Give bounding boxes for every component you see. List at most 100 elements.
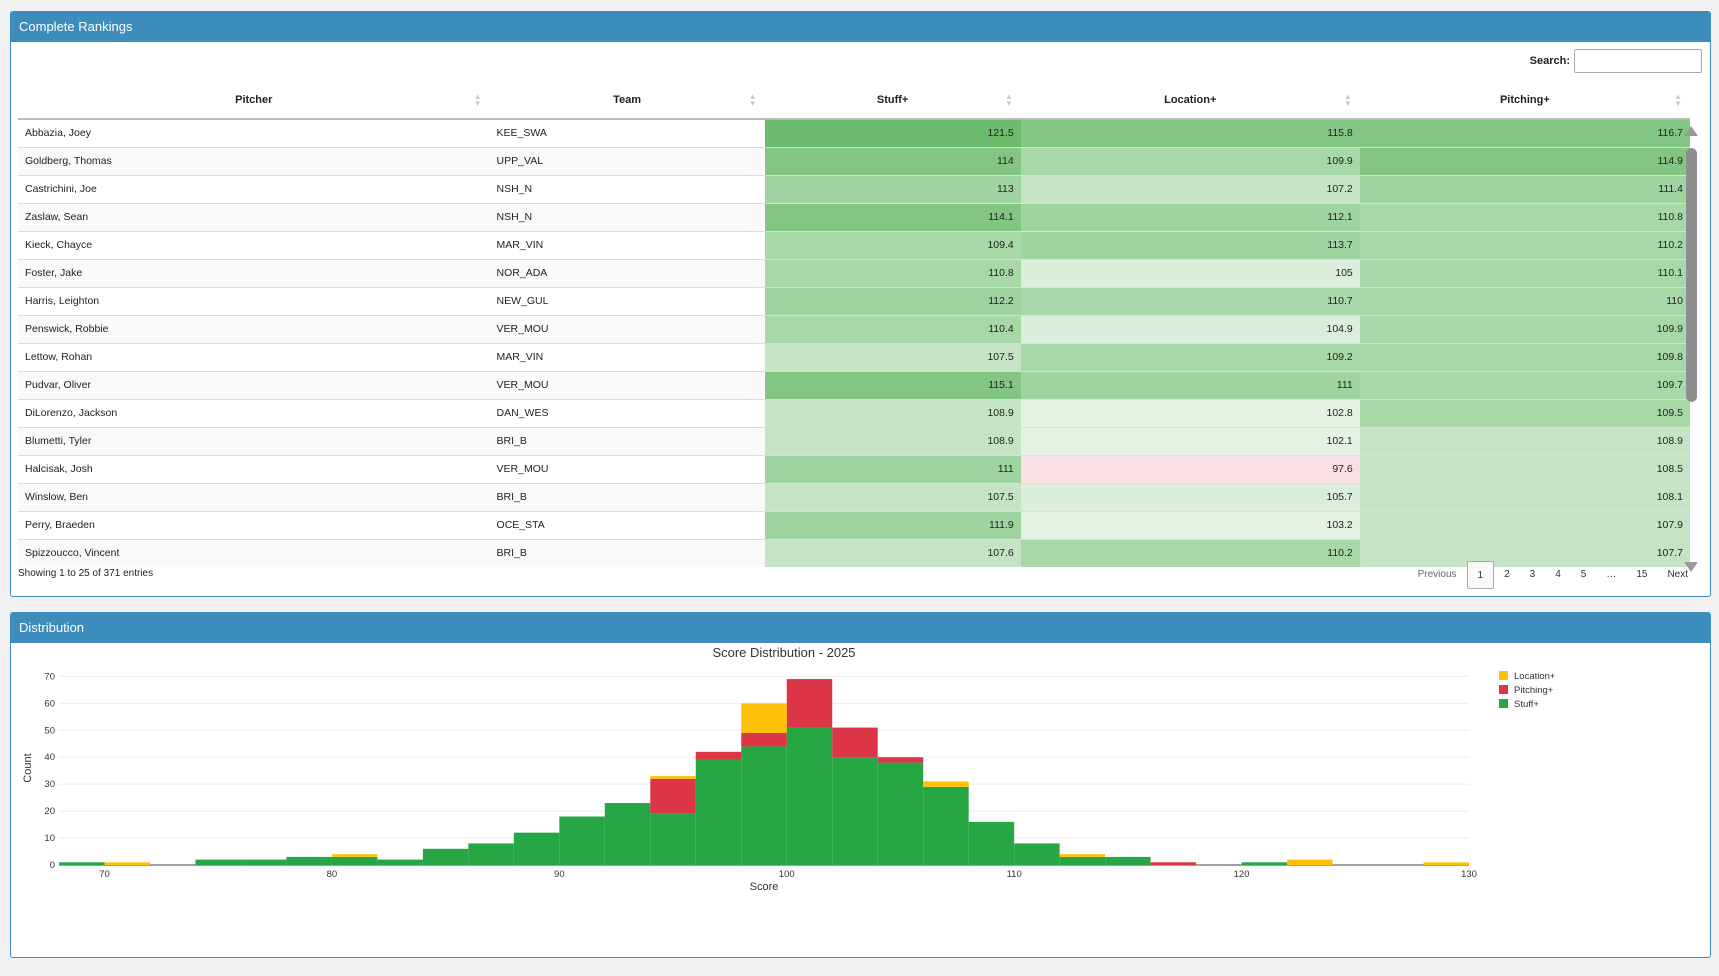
table-info: Showing 1 to 25 of 371 entries	[18, 568, 154, 579]
table-row[interactable]: Penswick, Robbie VER_MOU 110.4 104.9 109.9	[18, 314, 1690, 343]
histogram-bar	[468, 843, 514, 865]
column-header-pitcher[interactable]: Pitcher ▲ ▼	[18, 81, 490, 120]
cell-pitcher: Castrichini, Joe	[18, 174, 490, 203]
histogram-bar	[741, 703, 787, 733]
legend-label: Stuff+	[1514, 699, 1539, 710]
column-header-label: Team	[613, 93, 641, 106]
cell-stuff: 108.9	[764, 398, 1021, 427]
table-row[interactable]: Lettow, Rohan MAR_VIN 107.5 109.2 109.8	[18, 342, 1690, 371]
cell-pitcher: Penswick, Robbie	[18, 314, 490, 343]
cell-team: VER_MOU	[489, 370, 765, 399]
histogram-bar	[923, 781, 969, 787]
table-row[interactable]: Goldberg, Thomas UPP_VAL 114 109.9 114.9	[18, 146, 1690, 175]
cell-pitching: 107.9	[1359, 510, 1690, 539]
table-row[interactable]: Halcisak, Josh VER_MOU 111 97.6 108.5	[18, 454, 1690, 483]
y-tick-label: 70	[44, 671, 55, 682]
cell-team: VER_MOU	[489, 314, 765, 343]
histogram-bar	[786, 679, 833, 728]
cell-team: DAN_WES	[489, 398, 765, 427]
column-header-label: Stuff+	[876, 93, 909, 106]
scroll-up-arrow-icon[interactable]	[1684, 126, 1698, 136]
histogram-bar	[1150, 862, 1197, 865]
cell-pitcher: Harris, Leighton	[18, 286, 490, 315]
legend-swatch[interactable]	[1499, 671, 1508, 680]
cell-location: 102.1	[1020, 426, 1360, 455]
cell-stuff: 110.4	[764, 314, 1021, 343]
pagination-page-2[interactable]: 2	[1504, 569, 1510, 580]
cell-location: 112.1	[1020, 202, 1360, 231]
column-header-label: Location+	[1164, 93, 1217, 106]
table-row[interactable]: Abbazia, Joey KEE_SWA 121.5 115.8 116.7	[18, 118, 1690, 147]
column-header-stuff[interactable]: Stuff+ ▲ ▼	[764, 81, 1021, 120]
table-row[interactable]: Castrichini, Joe NSH_N 113 107.2 111.4	[18, 174, 1690, 203]
sort-icon: ▲ ▼	[1343, 92, 1352, 108]
table-row[interactable]: Kieck, Chayce MAR_VIN 109.4 113.7 110.2	[18, 230, 1690, 259]
table-row[interactable]: Blumetti, Tyler BRI_B 108.9 102.1 108.9	[18, 426, 1690, 455]
pagination-next[interactable]: Next	[1667, 569, 1688, 580]
y-tick-label: 50	[44, 725, 55, 736]
histogram-bar	[559, 816, 605, 865]
histogram-bar	[240, 859, 287, 865]
column-header-label: Pitcher	[235, 93, 273, 106]
cell-pitching: 109.5	[1359, 398, 1690, 427]
cell-stuff: 111	[764, 454, 1021, 483]
legend-swatch[interactable]	[1499, 685, 1508, 694]
table-row[interactable]: Winslow, Ben BRI_B 107.5 105.7 108.1	[18, 482, 1690, 511]
table-row[interactable]: Zaslaw, Sean NSH_N 114.1 112.1 110.8	[18, 202, 1690, 231]
table-header-row: Pitcher ▲ ▼ Team ▲ ▼ Stuff+ ▲ ▼ Location+ ▲ ▼ Pi…	[18, 81, 1690, 120]
column-header-label: Pitching+	[1499, 93, 1550, 106]
cell-team: UPP_VAL	[489, 146, 765, 175]
histogram-bar	[1059, 856, 1106, 865]
cell-team: BRI_B	[489, 538, 765, 567]
table-row[interactable]: Perry, Braeden OCE_STA 111.9 103.2 107.9	[18, 510, 1690, 539]
column-header-pitching[interactable]: Pitching+ ▲ ▼	[1359, 81, 1690, 120]
cell-pitching: 108.9	[1359, 426, 1690, 455]
table-row[interactable]: Pudvar, Oliver VER_MOU 115.1 111 109.7	[18, 370, 1690, 399]
histogram-bar	[741, 746, 787, 865]
table-row[interactable]: Foster, Jake NOR_ADA 110.8 105 110.1	[18, 258, 1690, 287]
sort-icon: ▲ ▼	[1674, 92, 1682, 108]
cell-stuff: 107.5	[764, 342, 1021, 371]
pagination-page-3[interactable]: 3	[1529, 569, 1536, 580]
cell-location: 113.7	[1020, 230, 1360, 259]
cell-pitching: 110.1	[1359, 258, 1690, 287]
pagination-previous[interactable]: Previous	[1417, 569, 1457, 580]
cell-pitching: 109.8	[1359, 342, 1690, 371]
cell-pitching: 110.8	[1359, 202, 1690, 231]
table-scrollbar[interactable]	[1684, 126, 1698, 572]
column-header-team[interactable]: Team ▲ ▼	[489, 81, 765, 120]
search-label: Search:	[1529, 55, 1570, 67]
cell-location: 103.2	[1020, 510, 1360, 539]
pagination-page-5[interactable]: 5	[1580, 569, 1587, 580]
distribution-panel: Distribution 0 10 20 30 40 50 60 70 70 80 90 100 110…	[10, 612, 1711, 958]
cell-pitching: 110.2	[1359, 230, 1690, 259]
chart-title: Score Distribution - 2025	[712, 645, 855, 660]
histogram-bar	[513, 832, 560, 865]
scroll-down-arrow-icon[interactable]	[1684, 562, 1698, 572]
x-tick-label: 70	[99, 869, 110, 880]
histogram-bar	[1105, 856, 1151, 865]
table-row[interactable]: DiLorenzo, Jackson DAN_WES 108.9 102.8 109.5	[18, 398, 1690, 427]
histogram-bar	[1014, 843, 1060, 865]
pagination-page-4[interactable]: 4	[1555, 569, 1561, 580]
cell-pitcher: Zaslaw, Sean	[18, 202, 490, 231]
table-row[interactable]: Harris, Leighton NEW_GUL 112.2 110.7 110	[18, 286, 1690, 315]
cell-pitcher: Lettow, Rohan	[18, 342, 490, 371]
search-input[interactable]	[1574, 49, 1702, 73]
cell-stuff: 113	[764, 174, 1021, 203]
cell-location: 102.8	[1020, 398, 1360, 427]
cell-team: VER_MOU	[489, 454, 765, 483]
column-header-location[interactable]: Location+ ▲ ▼	[1020, 81, 1360, 120]
cell-team: MAR_VIN	[489, 342, 765, 371]
cell-team: KEE_SWA	[489, 118, 765, 147]
pagination-page-1[interactable]: 1	[1466, 561, 1495, 589]
cell-pitcher: Pudvar, Oliver	[18, 370, 490, 399]
table-row[interactable]: Spizzoucco, Vincent BRI_B 107.6 110.2 107.7	[18, 538, 1690, 567]
legend-swatch[interactable]	[1499, 699, 1508, 708]
cell-location: 111	[1020, 370, 1360, 399]
scroll-thumb[interactable]	[1686, 148, 1697, 402]
histogram-bar	[786, 727, 833, 865]
x-tick-label: 90	[554, 869, 565, 880]
pagination-page-15[interactable]: 15	[1636, 569, 1648, 580]
cell-pitching: 109.9	[1359, 314, 1690, 343]
